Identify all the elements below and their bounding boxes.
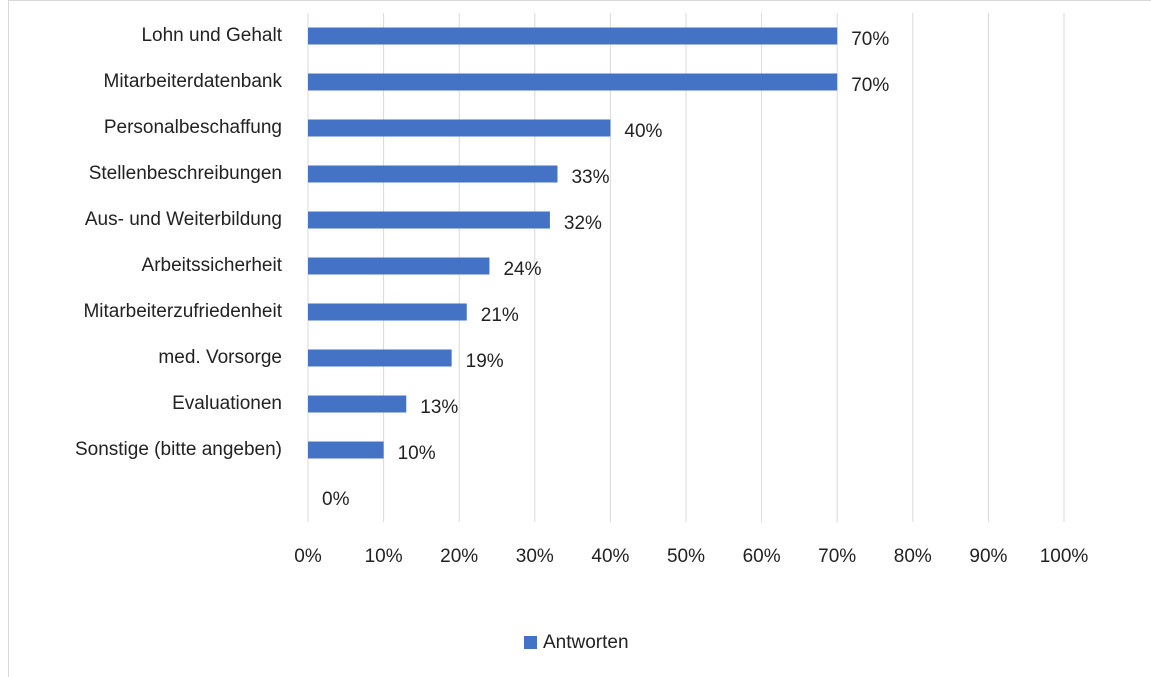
data-label: 33% [571,167,609,188]
data-label: 24% [503,259,541,280]
x-tick-label: 100% [1040,546,1089,567]
y-tick-label: Aus- und Weiterbildung [85,209,282,230]
y-tick-label: Sonstige (bitte angeben) [75,439,282,460]
bar [308,165,558,183]
data-label: 70% [851,75,889,96]
data-label: 13% [420,397,458,418]
y-tick-label: Stellenbeschreibungen [89,163,282,184]
data-label: 70% [851,29,889,50]
data-label: 40% [624,121,662,142]
x-tick-label: 50% [667,546,705,567]
y-tick-label: Mitarbeiterzufriedenheit [83,301,282,322]
y-tick-label: med. Vorsorge [158,347,282,368]
x-tick-label: 10% [365,546,403,567]
y-tick-label: Lohn und Gehalt [141,25,282,46]
bar [308,73,838,91]
legend-label: Antworten [543,632,629,653]
x-tick-label: 70% [818,546,856,567]
data-label: 19% [466,351,504,372]
data-label: 32% [564,213,602,234]
y-tick-label: Personalbeschaffung [104,117,282,138]
data-label: 21% [481,305,519,326]
x-tick-label: 0% [294,546,322,567]
y-tick-label: Evaluationen [172,393,282,414]
chart-border [8,0,1151,677]
bar [308,441,384,459]
data-label: 10% [398,443,436,464]
data-label: 0% [322,489,350,510]
bar [308,119,611,137]
bar [308,395,407,413]
legend-swatch [524,636,537,649]
x-tick-label: 20% [440,546,478,567]
x-tick-label: 80% [894,546,932,567]
x-tick-label: 90% [969,546,1007,567]
bar [308,303,467,321]
bar [308,257,490,275]
x-tick-label: 30% [516,546,554,567]
y-tick-label: Mitarbeiterdatenbank [104,71,283,92]
y-tick-label: Arbeitssicherheit [142,255,283,276]
x-tick-label: 60% [743,546,781,567]
bar [308,349,452,367]
bar [308,211,550,229]
bar [308,27,838,45]
x-tick-label: 40% [591,546,629,567]
